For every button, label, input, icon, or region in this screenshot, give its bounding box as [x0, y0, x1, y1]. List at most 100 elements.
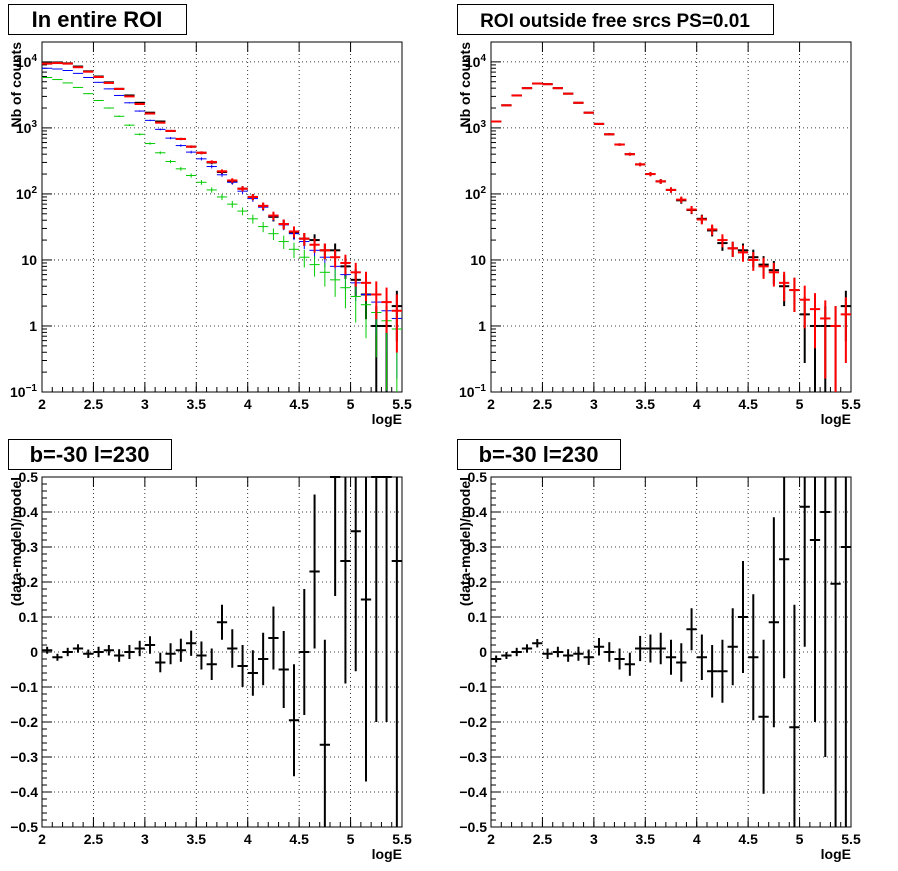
data-point [52, 653, 63, 661]
data-point [350, 477, 361, 672]
data-point [768, 262, 779, 287]
data-point [52, 62, 63, 65]
data-point [299, 233, 310, 246]
data-point [227, 200, 238, 208]
data-point [42, 67, 53, 69]
data-point [62, 62, 73, 65]
y-axis-title: (data-model)/model [457, 477, 473, 606]
data-point [175, 638, 186, 662]
x-tick-label: 2.5 [533, 396, 553, 412]
data-point [830, 477, 841, 827]
data-point [381, 287, 392, 333]
data-point [299, 249, 310, 268]
data-point [676, 196, 687, 203]
data-point [114, 649, 125, 662]
x-tick-label: 2 [38, 831, 46, 847]
data-point [196, 151, 207, 155]
y-tick-label: 0.5 [468, 469, 488, 485]
data-point [165, 643, 176, 665]
data-point [645, 172, 656, 177]
plot-title: In entire ROI [32, 7, 163, 32]
data-point [573, 646, 584, 661]
data-point [206, 164, 217, 169]
data-point [124, 645, 135, 659]
data-point [103, 107, 114, 109]
data-point [227, 629, 238, 668]
x-tick-label: 3.5 [636, 831, 656, 847]
data-point [809, 293, 821, 349]
data-point [52, 68, 63, 70]
data-point [737, 561, 749, 673]
data-point [655, 179, 666, 184]
data-point [707, 645, 718, 698]
data-point [511, 647, 522, 657]
x-tick-label: 3.5 [636, 396, 656, 412]
data-point [144, 119, 156, 122]
x-tick-label: 2.5 [533, 831, 553, 847]
data-point [216, 194, 228, 201]
data-point [635, 635, 646, 662]
data-point [62, 647, 73, 657]
x-tick-label: 3 [590, 831, 598, 847]
data-point [563, 649, 574, 662]
data-point [789, 277, 800, 312]
x-tick-label: 4 [693, 831, 701, 847]
y-tick-label: −0.5 [10, 819, 38, 835]
data-point [779, 271, 790, 302]
data-point [350, 283, 361, 323]
y-axis-title: Nb of counts [8, 42, 24, 128]
data-point [717, 639, 728, 703]
data-point [391, 477, 402, 827]
x-tick-label: 4 [244, 831, 252, 847]
data-point [114, 94, 125, 96]
data-point [371, 281, 382, 320]
data-point [134, 110, 145, 112]
data-point [340, 275, 351, 309]
data-point [175, 144, 186, 147]
data-point [42, 76, 53, 78]
y-axis-title: (data-model)/model [8, 477, 24, 606]
plot-title: ROI outside free srcs PS=0.01 [480, 11, 750, 32]
data-point [779, 477, 790, 679]
x-axis-title: logE [821, 846, 851, 862]
data-point [604, 133, 615, 136]
x-tick-label: 3 [141, 831, 149, 847]
x-tick-label: 4 [244, 396, 252, 412]
data-point [665, 187, 677, 193]
data-point [175, 137, 186, 141]
data-point [830, 306, 841, 392]
y-tick-label: 102 [16, 185, 38, 202]
data-point [727, 241, 738, 257]
data-point [552, 87, 563, 90]
data-point [114, 87, 125, 90]
x-axis-title: logE [372, 411, 402, 427]
y-tick-label: 1 [478, 318, 486, 334]
data-point [165, 159, 176, 164]
data-point [686, 206, 697, 214]
data-point [237, 645, 248, 687]
data-point [768, 517, 779, 728]
data-point [707, 224, 718, 236]
data-point [511, 94, 522, 97]
y-tick-label: −0.4 [459, 784, 487, 800]
data-point [124, 124, 135, 127]
x-tick-label: 4.5 [738, 831, 758, 847]
data-point [206, 160, 217, 164]
y-tick-label: 1 [29, 318, 37, 334]
data-point [809, 477, 821, 722]
data-point [144, 112, 156, 115]
data-point [789, 604, 800, 827]
data-point [288, 226, 300, 238]
x-tick-label: 2.5 [84, 396, 104, 412]
data-point [820, 477, 831, 757]
data-point [186, 173, 197, 178]
data-point [645, 634, 656, 663]
x-tick-label: 3.5 [187, 831, 207, 847]
data-point [665, 639, 677, 675]
data-point [83, 649, 94, 658]
data-point [165, 129, 176, 132]
data-point [134, 103, 145, 106]
x-tick-label: 5.5 [841, 396, 861, 412]
data-point [237, 186, 248, 192]
